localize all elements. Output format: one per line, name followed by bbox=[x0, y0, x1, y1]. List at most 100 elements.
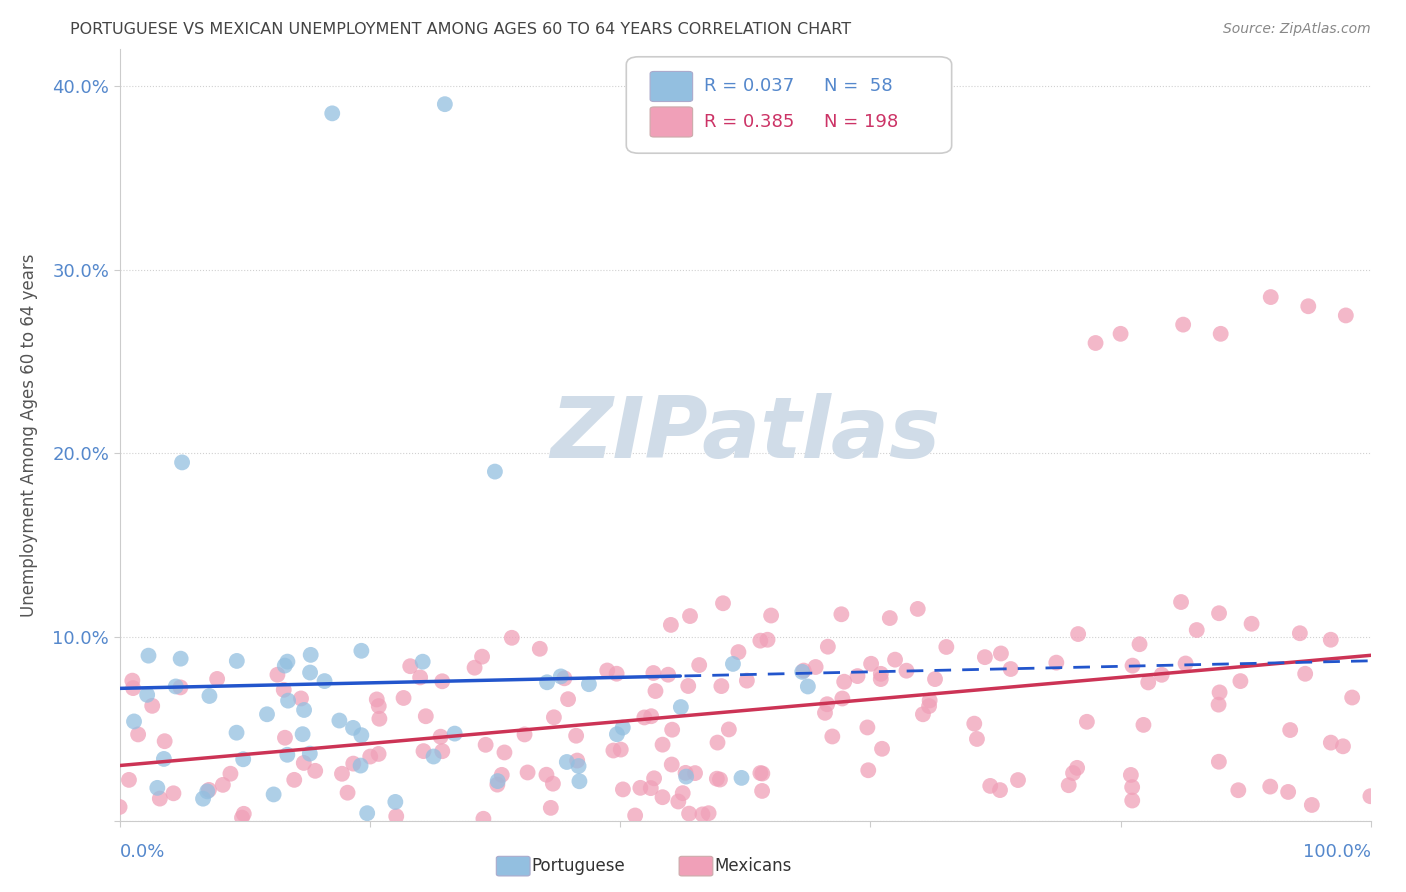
Point bbox=[831, 691, 853, 706]
Point bbox=[291, 727, 314, 741]
Y-axis label: Unemployment Among Ages 60 to 64 years: Unemployment Among Ages 60 to 64 years bbox=[20, 253, 38, 616]
Point bbox=[678, 806, 700, 821]
Point bbox=[643, 772, 665, 786]
Point bbox=[118, 772, 141, 787]
Point bbox=[342, 721, 364, 735]
Point bbox=[1062, 766, 1084, 780]
Point bbox=[491, 768, 513, 782]
Point bbox=[1334, 309, 1357, 323]
Point bbox=[821, 730, 844, 744]
Point bbox=[169, 681, 191, 695]
Point bbox=[990, 647, 1012, 661]
Point bbox=[472, 812, 495, 826]
Point bbox=[122, 681, 145, 695]
Point bbox=[1000, 662, 1022, 676]
Point bbox=[336, 786, 359, 800]
Point bbox=[567, 759, 589, 773]
FancyBboxPatch shape bbox=[626, 57, 952, 153]
Point bbox=[860, 657, 883, 671]
Point bbox=[567, 754, 589, 768]
Point bbox=[486, 774, 509, 789]
Point bbox=[832, 674, 855, 689]
Point bbox=[651, 790, 673, 805]
Point bbox=[884, 653, 907, 667]
Point bbox=[640, 781, 662, 796]
Point bbox=[1258, 780, 1281, 794]
Point bbox=[612, 721, 634, 735]
Point bbox=[543, 710, 565, 724]
Point bbox=[675, 770, 697, 784]
Point bbox=[751, 784, 773, 798]
Point bbox=[675, 765, 697, 780]
Point bbox=[672, 786, 695, 800]
Point bbox=[412, 744, 434, 758]
Point bbox=[1066, 761, 1088, 775]
Point bbox=[172, 455, 194, 469]
Point bbox=[359, 749, 381, 764]
Point bbox=[1240, 616, 1263, 631]
Point bbox=[1289, 626, 1312, 640]
Point bbox=[298, 747, 321, 761]
Point bbox=[330, 766, 353, 780]
Point bbox=[342, 756, 364, 771]
Point bbox=[911, 707, 934, 722]
Point bbox=[706, 772, 728, 786]
Point bbox=[706, 735, 728, 749]
Point bbox=[966, 731, 988, 746]
Text: Portuguese: Portuguese bbox=[531, 857, 626, 875]
Point bbox=[392, 690, 415, 705]
Point bbox=[232, 806, 254, 821]
Point bbox=[198, 689, 221, 703]
Point bbox=[283, 772, 305, 787]
Point bbox=[657, 667, 679, 681]
Point bbox=[474, 738, 496, 752]
Point bbox=[1301, 797, 1323, 812]
Point bbox=[273, 682, 295, 697]
Point bbox=[231, 811, 253, 825]
Point bbox=[350, 728, 373, 742]
Point bbox=[751, 766, 773, 780]
Point bbox=[793, 664, 815, 678]
Point bbox=[727, 645, 749, 659]
Point bbox=[602, 743, 624, 757]
Point bbox=[846, 669, 869, 683]
Text: N =  58: N = 58 bbox=[824, 77, 893, 95]
Point bbox=[759, 608, 782, 623]
Point bbox=[484, 465, 506, 479]
Point bbox=[1209, 326, 1232, 341]
Point bbox=[666, 795, 689, 809]
Point bbox=[290, 691, 312, 706]
Point bbox=[797, 680, 820, 694]
Point bbox=[141, 698, 163, 713]
Point bbox=[471, 649, 494, 664]
Point bbox=[979, 779, 1001, 793]
Point bbox=[422, 749, 444, 764]
Point bbox=[292, 756, 315, 770]
Point bbox=[870, 741, 893, 756]
Point bbox=[1007, 773, 1029, 788]
Text: Source: ZipAtlas.com: Source: ZipAtlas.com bbox=[1223, 22, 1371, 37]
Point bbox=[1171, 318, 1194, 332]
Point bbox=[1277, 785, 1299, 799]
Point bbox=[464, 661, 486, 675]
Point bbox=[661, 757, 683, 772]
Point bbox=[557, 692, 579, 706]
Point bbox=[924, 672, 946, 686]
Point bbox=[1320, 632, 1343, 647]
Point bbox=[153, 752, 176, 766]
Point bbox=[907, 602, 929, 616]
Point bbox=[433, 97, 456, 112]
Point bbox=[710, 679, 733, 693]
Point bbox=[276, 655, 298, 669]
Point bbox=[624, 808, 647, 822]
Point bbox=[879, 611, 901, 625]
Point bbox=[856, 721, 879, 735]
Point bbox=[321, 106, 343, 120]
Point bbox=[661, 723, 683, 737]
Point bbox=[328, 714, 350, 728]
Point bbox=[550, 669, 572, 683]
Point bbox=[796, 106, 818, 120]
Text: ZIPatlas: ZIPatlas bbox=[550, 393, 941, 476]
Point bbox=[606, 666, 628, 681]
Point bbox=[191, 791, 214, 805]
